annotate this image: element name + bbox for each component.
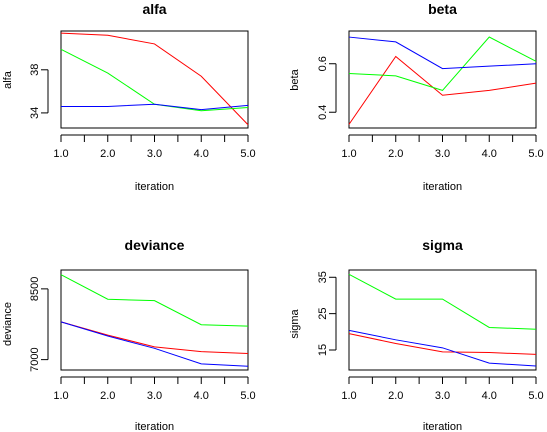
deviance-y-tick-label: 8500 [29,277,41,301]
sigma-title: sigma [422,237,463,253]
sigma-y-tick-label: 35 [317,271,329,283]
alfa-series-green-line [60,48,249,112]
sigma-x-tick-label: 3.0 [435,390,450,402]
deviance-x-tick-label: 4.0 [194,390,209,402]
deviance-plot-box [60,269,249,371]
beta-ylabel: beta [289,68,301,90]
sigma-x-tick-label: 5.0 [528,390,543,402]
alfa-plot-box [60,30,249,129]
beta-y-tick-label: 0.6 [317,56,329,71]
deviance-x-tick-label: 5.0 [240,390,255,402]
sigma-x-tick-label: 4.0 [482,390,497,402]
alfa-series-red-line [60,32,249,126]
beta-series-blue-line [348,36,537,70]
alfa-x-tick-label: 4.0 [194,148,209,160]
alfa-x-tick-label: 5.0 [240,148,255,160]
alfa-x-tick-label: 3.0 [147,148,162,160]
sigma-x-tick-label: 1.0 [341,390,356,402]
alfa-ylabel: alfa [2,70,14,89]
beta-title: beta [428,1,457,17]
beta-x-tick-label: 5.0 [528,148,543,160]
sigma-series-red-line [348,333,537,355]
beta-x-tick-label: 3.0 [435,148,450,160]
alfa-panel: alfa iteration alfa 1.0 2.0 3.0 4.0 5.0 34 38 [2,1,256,193]
beta-x-tick-label: 2.0 [388,148,403,160]
beta-y-tick-label: 0.4 [317,105,329,120]
deviance-title: deviance [125,237,185,253]
sigma-series-blue-line [348,329,537,367]
deviance-xlabel: iteration [135,421,174,432]
sigma-panel: sigma iteration sigma 1.0 2.0 3.0 4.0 5.0 15 2… [289,237,544,432]
deviance-ylabel: deviance [2,302,14,346]
deviance-panel: deviance iteration deviance 1.0 2.0 3.0 4.0… [2,237,256,432]
alfa-xlabel: iteration [135,181,174,193]
alfa-y-tick-label: 34 [29,107,41,119]
deviance-x-tick-label: 3.0 [147,390,162,402]
sigma-xlabel: iteration [423,421,462,432]
sigma-x-tick-label: 2.0 [388,390,403,402]
beta-x-tick-label: 4.0 [482,148,497,160]
sigma-series-green-line [348,273,537,330]
deviance-y-tick-label: 7000 [29,347,41,371]
beta-series-red-line [348,55,537,125]
beta-series-green-line [348,36,537,91]
deviance-x-tick-label: 1.0 [53,390,68,402]
alfa-title: alfa [142,1,166,17]
deviance-series-green-line [60,274,249,327]
alfa-x-tick-label: 2.0 [100,148,115,160]
beta-panel: beta iteration beta 1.0 2.0 3.0 4.0 5.0 0.4 0.… [289,1,544,193]
beta-plot-box [348,30,537,129]
alfa-y-tick-label: 38 [29,64,41,76]
sigma-y-tick-label: 25 [317,308,329,320]
alfa-series-blue-line [61,103,249,111]
deviance-series-blue-line [60,321,249,367]
deviance-series-red-line [60,321,249,354]
sigma-plot-box [348,269,537,371]
beta-xlabel: iteration [423,181,462,193]
sigma-ylabel: sigma [289,308,301,338]
sigma-y-tick-label: 15 [317,344,329,356]
alfa-x-tick-label: 1.0 [53,148,68,160]
beta-x-tick-label: 1.0 [341,148,356,160]
deviance-x-tick-label: 2.0 [100,390,115,402]
